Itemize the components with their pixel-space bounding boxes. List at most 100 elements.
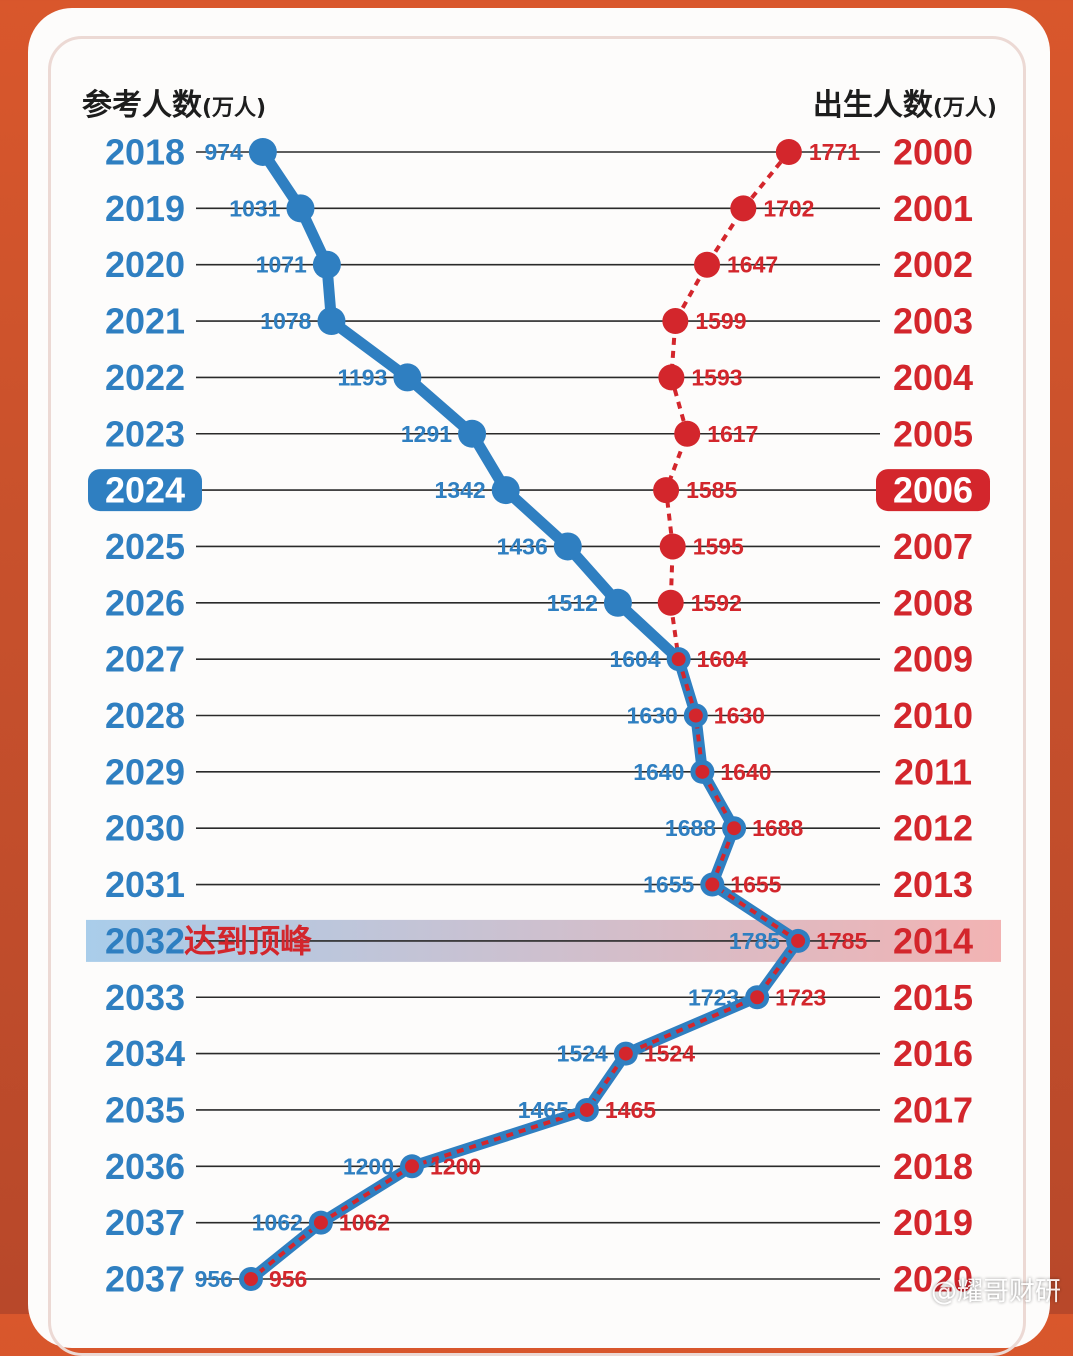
birth-year-label: 2009 xyxy=(893,639,973,680)
birth-value-label: 1524 xyxy=(644,1041,695,1067)
birth-year-label: 2004 xyxy=(893,357,973,398)
birth-series-line xyxy=(666,152,789,659)
exam-value-label: 1640 xyxy=(633,759,684,785)
exam-point xyxy=(317,307,345,335)
merged-series-line xyxy=(251,659,798,1279)
exam-value-label: 1342 xyxy=(435,477,486,503)
exam-value-label: 974 xyxy=(204,139,243,165)
birth-value-label: 1640 xyxy=(720,759,771,785)
exam-year-label: 2037 xyxy=(105,1259,185,1300)
exam-year-label: 2025 xyxy=(105,526,185,567)
exam-year-label: 2029 xyxy=(105,751,185,792)
birth-value-label: 1688 xyxy=(752,815,803,841)
birth-year-label: 2019 xyxy=(893,1202,973,1243)
birth-point xyxy=(244,1272,258,1286)
birth-value-label: 956 xyxy=(269,1266,307,1292)
exam-point xyxy=(313,251,341,279)
exam-point xyxy=(458,420,486,448)
birth-point xyxy=(660,533,686,559)
exam-value-label: 1785 xyxy=(729,928,780,954)
exam-value-label: 1465 xyxy=(518,1097,569,1123)
birth-year-label: 2015 xyxy=(893,977,973,1018)
exam-year-label: 2030 xyxy=(105,808,185,849)
birth-year-label: 2008 xyxy=(893,582,973,623)
exam-year-label: 2031 xyxy=(105,864,185,905)
exam-year-label: 2018 xyxy=(105,132,185,173)
exam-value-label: 1062 xyxy=(252,1210,303,1236)
birth-value-label: 1062 xyxy=(339,1210,390,1236)
birth-point xyxy=(658,590,684,616)
birth-point xyxy=(791,934,805,948)
birth-year-label: 2013 xyxy=(893,864,973,905)
birth-point xyxy=(674,421,700,447)
birth-value-label: 1599 xyxy=(695,308,746,334)
exam-point xyxy=(492,476,520,504)
exam-value-label: 1688 xyxy=(665,815,716,841)
birth-point xyxy=(662,308,688,334)
exam-value-label: 1200 xyxy=(343,1153,394,1179)
exam-value-label: 1723 xyxy=(688,984,739,1010)
exam-point xyxy=(393,363,421,391)
exam-value-label: 1436 xyxy=(497,533,548,559)
birth-point xyxy=(653,477,679,503)
exam-year-label: 2032 xyxy=(105,920,185,961)
exam-year-label: 2024 xyxy=(105,470,185,511)
birth-point xyxy=(619,1047,633,1061)
exam-year-label: 2023 xyxy=(105,413,185,454)
birth-value-label: 1617 xyxy=(707,421,758,447)
exam-value-label: 1193 xyxy=(337,364,387,390)
birth-point xyxy=(695,765,709,779)
exam-value-label: 1031 xyxy=(229,195,280,221)
birth-point xyxy=(727,821,741,835)
exam-value-label: 1078 xyxy=(260,308,311,334)
birth-value-label: 1595 xyxy=(693,533,744,559)
watermark: @耀哥财研 xyxy=(931,1271,1061,1308)
birth-value-label: 1647 xyxy=(727,252,778,278)
birth-value-label: 1655 xyxy=(730,872,781,898)
birth-value-label: 1585 xyxy=(686,477,737,503)
birth-point xyxy=(314,1216,328,1230)
birth-point xyxy=(658,364,684,390)
birth-point xyxy=(580,1103,594,1117)
exam-year-label: 2034 xyxy=(105,1033,185,1074)
birth-year-label: 2017 xyxy=(893,1089,973,1130)
exam-point xyxy=(604,589,632,617)
birth-year-label: 2014 xyxy=(893,920,973,961)
birth-year-label: 2007 xyxy=(893,526,973,567)
exam-year-label: 2026 xyxy=(105,582,185,623)
exam-value-label: 1655 xyxy=(643,872,694,898)
birth-year-label: 2016 xyxy=(893,1033,973,1074)
birth-year-label: 2011 xyxy=(894,751,972,792)
birth-value-label: 1630 xyxy=(714,703,765,729)
birth-year-label: 2012 xyxy=(893,808,973,849)
exam-year-label: 2035 xyxy=(105,1089,185,1130)
exam-value-label: 1291 xyxy=(401,421,452,447)
birth-value-label: 1604 xyxy=(697,646,748,672)
exam-year-label: 2036 xyxy=(105,1146,185,1187)
merged-series-dash xyxy=(251,659,798,1279)
exam-value-label: 956 xyxy=(195,1266,233,1292)
exam-year-label: 2027 xyxy=(105,639,185,680)
birth-value-label: 1771 xyxy=(809,139,860,165)
birth-point xyxy=(694,252,720,278)
birth-point xyxy=(730,195,756,221)
exam-year-label: 2028 xyxy=(105,695,185,736)
exam-value-label: 1071 xyxy=(256,252,307,278)
exam-value-label: 1630 xyxy=(627,703,678,729)
birth-value-label: 1593 xyxy=(691,364,742,390)
exam-year-label: 2037 xyxy=(105,1202,185,1243)
exam-year-label: 2022 xyxy=(105,357,185,398)
birth-point xyxy=(405,1159,419,1173)
birth-value-label: 1592 xyxy=(691,590,742,616)
birth-value-label: 1723 xyxy=(775,984,826,1010)
birth-year-label: 2010 xyxy=(893,695,973,736)
exam-value-label: 1604 xyxy=(609,646,660,672)
birth-point xyxy=(776,139,802,165)
birth-value-label: 1702 xyxy=(763,195,814,221)
birth-point xyxy=(689,709,703,723)
birth-year-label: 2018 xyxy=(893,1146,973,1187)
birth-year-label: 2003 xyxy=(893,301,973,342)
birth-value-label: 1785 xyxy=(816,928,867,954)
birth-value-label: 1465 xyxy=(605,1097,656,1123)
exam-year-label: 2020 xyxy=(105,244,185,285)
